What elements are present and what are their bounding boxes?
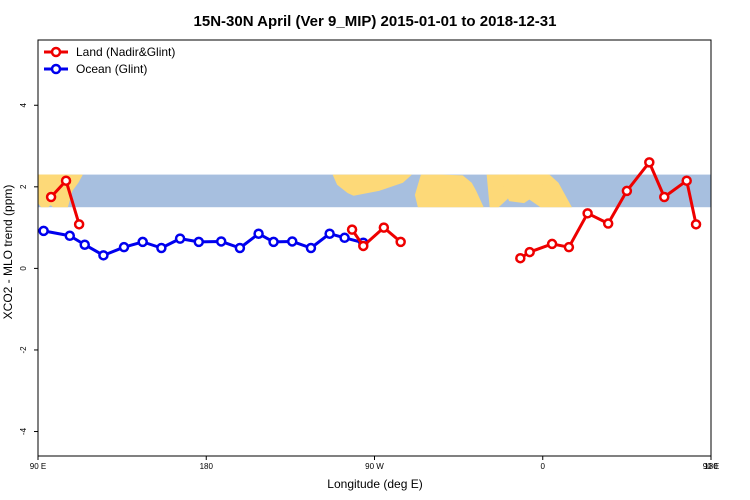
series-1-point (253, 228, 264, 239)
series-0-point (358, 240, 369, 252)
series-0-point (681, 175, 692, 186)
series-0-point (546, 238, 558, 250)
series-1-point (79, 239, 90, 250)
y-tick-label: -2 (19, 346, 28, 354)
x-tick-label: 180 (704, 462, 718, 471)
series-1-point (156, 242, 167, 254)
y-tick-label: 2 (19, 184, 28, 189)
x-tick-label: 90 E (30, 462, 46, 471)
series-1-point (305, 242, 317, 254)
series-0-point (659, 191, 670, 203)
x-tick-label: 0 (541, 462, 546, 471)
y-axis-label: XCO2 - MLO trend (ppm) (1, 185, 15, 320)
series-1-point (193, 236, 205, 248)
series-1-point (215, 236, 227, 247)
series-0-point (60, 175, 72, 186)
legend-ocean-label: Ocean (Glint) (76, 62, 147, 76)
series-0-point (395, 236, 406, 248)
series-0-point (45, 191, 57, 203)
x-tick-label: 90 E (703, 462, 719, 471)
series-1-point (64, 230, 76, 242)
series-0-point (515, 252, 526, 264)
y-axis: -4 -2 0 2 4 (19, 102, 38, 435)
series-0-point (582, 208, 593, 219)
series-layer (38, 157, 702, 264)
map-land-3 (414, 174, 484, 208)
chart-title: 15N-30N April (Ver 9_MIP) 2015-01-01 to … (194, 13, 557, 30)
series-1-point (268, 236, 279, 248)
series-0-line-1 (350, 226, 402, 248)
x-tick-label: 180 (200, 462, 214, 471)
legend-land-marker (50, 46, 62, 58)
series-0-point (602, 218, 614, 229)
series-1-point (137, 236, 148, 248)
series-1-point (286, 236, 298, 247)
legend: Land (Nadir&Glint) Ocean (Glint) (44, 45, 175, 76)
series-1-point (38, 225, 49, 237)
map-land-2 (332, 174, 412, 196)
map-band (38, 174, 711, 208)
series-0-point (524, 246, 535, 258)
series-1-point (174, 233, 186, 244)
map-land-6 (498, 174, 548, 204)
series-1-point (339, 232, 350, 244)
y-tick-label: 4 (19, 102, 28, 107)
x-tick-label: 90 W (365, 462, 384, 471)
legend-land-label: Land (Nadir&Glint) (76, 45, 175, 59)
legend-ocean-marker (50, 63, 62, 75)
series-0-point (73, 219, 85, 230)
series-0-point (690, 219, 702, 230)
x-axis-label: Longitude (deg E) (327, 477, 422, 491)
y-tick-label: 0 (19, 266, 28, 271)
plot-frame (37, 39, 712, 457)
series-0-point (644, 157, 655, 168)
series-1-point (98, 250, 109, 261)
series-0-point (621, 185, 633, 197)
series-1-point (234, 242, 246, 254)
series-1-point (324, 228, 335, 239)
y-tick-label: -4 (19, 427, 28, 435)
series-1-point (118, 241, 130, 253)
series-0-point (378, 222, 390, 233)
series-0-point (346, 224, 358, 235)
series-0-point (563, 241, 575, 253)
